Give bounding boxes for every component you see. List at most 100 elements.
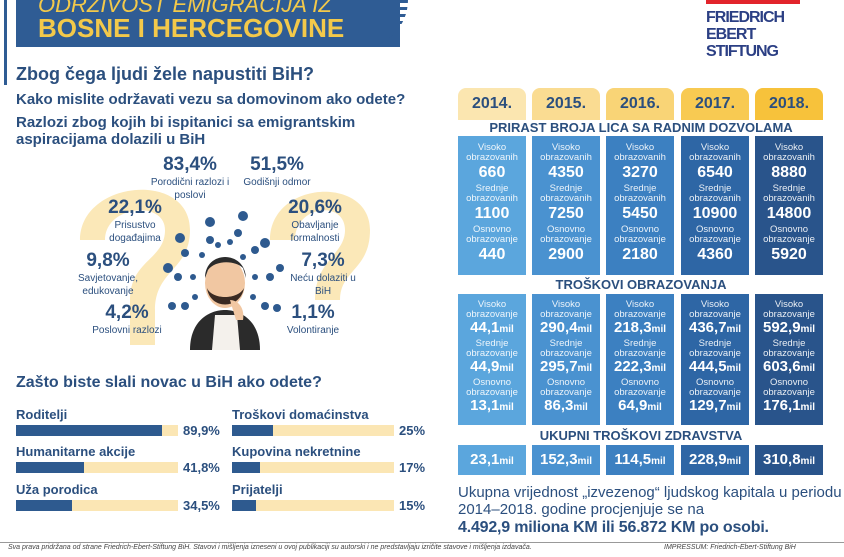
health-amount: 228,9 <box>689 451 727 468</box>
education-unit: mil <box>499 324 514 335</box>
money-bar-percent: 41,8% <box>183 460 220 475</box>
money-bar-label: Uža porodica <box>16 482 98 497</box>
education-unit: mil <box>726 324 741 335</box>
health-box: 310,8mil <box>755 445 823 475</box>
education-amount: 218,3 <box>614 319 652 336</box>
reason-stat: 1,1% Volontiranje <box>273 302 353 336</box>
reason-label: Obavljanje formalnosti <box>290 220 340 244</box>
education-label: Srednje obrazovanje <box>689 338 741 359</box>
money-bar-track <box>16 425 178 436</box>
fes-logo: FRIEDRICH EBERT STIFTUNG <box>706 9 785 60</box>
question-heading-3: Razlozi zbog kojih bi ispitanici sa emig… <box>16 114 356 148</box>
permits-value: 1100 <box>474 205 510 222</box>
permits-value: 8880 <box>771 164 807 181</box>
education-value: 176,1mil <box>755 397 823 417</box>
health-value: 310,8mil <box>755 451 823 471</box>
year-tab: 2015. <box>532 88 600 120</box>
logo-line: EBERT <box>706 26 756 43</box>
education-heading: TROŠKOVI OBRAZOVANJA <box>555 277 727 292</box>
permits-box: Visoko obrazovanih 8880 Srednje obrazovani… <box>755 136 823 275</box>
reason-label: Neću dolaziti u BiH <box>290 273 356 297</box>
education-amount: 444,5 <box>689 358 727 375</box>
permits-label: Visoko obrazovanih <box>540 142 592 163</box>
summary-text: Ukupna vrijednost „izvezenog“ ljudskog k… <box>458 484 844 538</box>
education-label: Srednje obrazovanje <box>763 338 815 359</box>
reason-label: Prisustvo događajima <box>109 220 161 244</box>
education-value: 44,9mil <box>458 358 526 378</box>
money-bar-percent: 15% <box>399 498 426 513</box>
education-label: Srednje obrazovanje <box>540 338 592 359</box>
education-label: Srednje obrazovanje <box>466 338 518 359</box>
reason-stat: 83,4% Porodični razlozi i poslovi <box>146 154 234 201</box>
permits-value: 4350 <box>548 164 584 181</box>
permits-label: Visoko obrazovanih <box>763 142 815 163</box>
money-bar-fill <box>232 425 273 436</box>
permits-label: Visoko obrazovanih <box>614 142 666 163</box>
reason-label: Savjetovanje, edukovanje <box>77 273 139 297</box>
education-unit: mil <box>577 363 592 374</box>
education-unit: mil <box>577 324 592 335</box>
education-unit: mil <box>800 363 815 374</box>
education-value: 444,5mil <box>681 358 749 378</box>
education-label: Visoko obrazovanje <box>540 299 592 320</box>
education-label: Osnovno obrazovanje <box>540 377 592 398</box>
education-label: Osnovno obrazovanje <box>763 377 815 398</box>
footer-impressum: IMPRESSUM: Friedrich-Ebert-Stiftung BiH <box>664 544 796 551</box>
logo-red-bar <box>706 0 800 4</box>
dots-decoration <box>163 211 284 312</box>
education-value: 13,1mil <box>458 397 526 417</box>
reason-stat: 9,8% Savjetovanje, edukovanje <box>62 250 154 297</box>
education-unit: mil <box>651 324 666 335</box>
money-bar-fill <box>232 500 257 511</box>
reason-value: 1,1% <box>291 302 335 323</box>
permits-value: 3270 <box>622 164 658 181</box>
education-unit: mil <box>800 402 815 413</box>
money-question-heading: Zašto biste slali novac u BiH ako odete? <box>16 374 322 391</box>
footer-divider <box>0 542 844 543</box>
health-unit: mil <box>800 456 815 467</box>
permits-value: 4360 <box>697 246 733 263</box>
permits-box: Visoko obrazovanih 660 Srednje obrazovanih… <box>458 136 526 275</box>
health-amount: 23,1 <box>470 451 500 468</box>
reason-value: 4,2% <box>105 302 149 323</box>
reason-value: 7,3% <box>301 250 345 271</box>
education-amount: 129,7 <box>689 397 727 414</box>
education-amount: 86,3 <box>544 397 574 414</box>
reason-stat: 51,5% Godišnji odmor <box>236 154 318 188</box>
health-value: 23,1mil <box>458 451 526 471</box>
health-unit: mil <box>499 456 514 467</box>
money-bar-track <box>16 500 178 511</box>
health-box: 114,5mil <box>606 445 674 475</box>
question-heading-1: Zbog čega ljudi žele napustiti BiH? <box>16 64 315 84</box>
permits-label: Srednje obrazovanih <box>614 183 666 204</box>
money-bar-percent: 34,5% <box>183 498 220 513</box>
money-bar-label: Prijatelji <box>232 482 283 497</box>
education-value: 44,1mil <box>458 319 526 339</box>
education-value: 290,4mil <box>532 319 600 339</box>
permits-value: 5920 <box>771 246 807 263</box>
education-value: 222,3mil <box>606 358 674 378</box>
permits-value: 660 <box>478 164 506 181</box>
permits-box: Visoko obrazovanih 4350 Srednje obrazovani… <box>532 136 600 275</box>
education-amount: 44,9 <box>470 358 500 375</box>
permits-value: 2180 <box>622 246 658 263</box>
education-value: 592,9mil <box>755 319 823 339</box>
education-unit: mil <box>800 324 815 335</box>
education-value: 436,7mil <box>681 319 749 339</box>
health-amount: 114,5 <box>614 451 652 468</box>
money-bar-label: Kupovina nekretnine <box>232 444 361 459</box>
education-amount: 222,3 <box>614 358 652 375</box>
education-box: Visoko obrazovanje 44,1mil Srednje obrazov… <box>458 294 526 425</box>
permits-value: 6540 <box>697 164 733 181</box>
money-bar-label: Troškovi domaćinstva <box>232 407 369 422</box>
permits-label: Srednje obrazovanih <box>540 183 592 204</box>
money-bar-fill <box>16 425 162 436</box>
banner-title-line2: BOSNE I HERCEGOVINE <box>38 13 345 43</box>
health-value: 114,5mil <box>606 451 674 471</box>
education-unit: mil <box>726 402 741 413</box>
health-heading: UKUPNI TROŠKOVI ZDRAVSTVA <box>539 428 743 443</box>
permits-label: Srednje obrazovanih <box>763 183 815 204</box>
reason-label: Porodični razlozi i poslovi <box>150 177 230 201</box>
reason-value: 51,5% <box>250 154 304 175</box>
reason-value: 20,6% <box>288 197 342 218</box>
